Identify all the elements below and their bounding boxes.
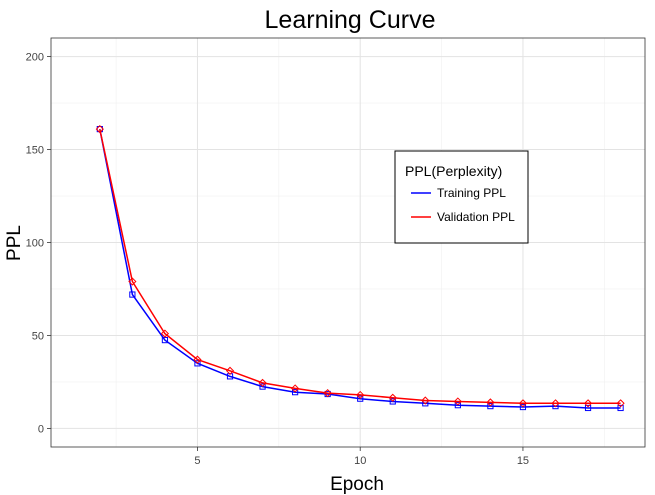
data-point-validation bbox=[193, 355, 202, 364]
data-point-validation bbox=[356, 390, 365, 400]
data-point-validation bbox=[225, 366, 235, 375]
data-point-training bbox=[454, 402, 461, 409]
y-axis-title: PPL bbox=[4, 225, 25, 261]
x-axis: 5 10 15 bbox=[194, 447, 529, 467]
data-point-training bbox=[389, 398, 396, 405]
data-point-training bbox=[292, 389, 299, 396]
data-point-validation bbox=[160, 329, 170, 338]
grid bbox=[51, 38, 645, 447]
data-point-validation bbox=[291, 384, 300, 393]
data-point-training bbox=[259, 383, 266, 390]
data-point-validation bbox=[323, 388, 332, 398]
y-tick-label: 150 bbox=[26, 145, 44, 157]
series-layer bbox=[95, 124, 625, 412]
data-point-validation bbox=[95, 124, 104, 134]
x-tick-label: 5 bbox=[194, 455, 200, 467]
y-tick-label: 100 bbox=[26, 238, 44, 250]
data-point-validation bbox=[421, 396, 430, 405]
data-point-validation bbox=[453, 397, 462, 406]
data-point-validation bbox=[551, 399, 560, 408]
data-point-validation bbox=[258, 378, 267, 387]
y-tick-label: 200 bbox=[26, 52, 44, 64]
data-point-training bbox=[617, 404, 624, 412]
legend-label-1: Validation PPL bbox=[437, 210, 515, 224]
x-axis-title: Epoch bbox=[330, 474, 384, 495]
data-point-validation bbox=[583, 399, 593, 408]
y-tick-label: 0 bbox=[38, 423, 44, 435]
y-axis: 0 50 100 150 200 bbox=[26, 52, 51, 435]
data-point-validation bbox=[388, 393, 397, 402]
data-point-validation bbox=[518, 399, 528, 408]
data-point-training bbox=[357, 395, 364, 402]
data-point-training bbox=[519, 403, 527, 411]
legend-box bbox=[394, 150, 529, 244]
data-point-validation bbox=[486, 398, 495, 407]
legend-label-0: Training PPL bbox=[437, 186, 506, 200]
legend-title: PPL(Perplexity) bbox=[405, 163, 502, 179]
x-tick-label: 10 bbox=[354, 455, 366, 467]
data-point-validation bbox=[616, 399, 625, 408]
data-point-training bbox=[584, 404, 592, 412]
y-tick-label: 50 bbox=[32, 330, 44, 342]
series-line-1 bbox=[99, 128, 621, 405]
legend: PPL(Perplexity) Training PPL Validation P… bbox=[394, 150, 529, 244]
data-point-training bbox=[194, 360, 201, 367]
data-point-training bbox=[129, 291, 136, 298]
data-point-training bbox=[487, 403, 494, 410]
chart-title: Learning Curve bbox=[265, 6, 436, 34]
x-tick-label: 15 bbox=[517, 455, 529, 467]
data-point-validation bbox=[128, 277, 137, 286]
